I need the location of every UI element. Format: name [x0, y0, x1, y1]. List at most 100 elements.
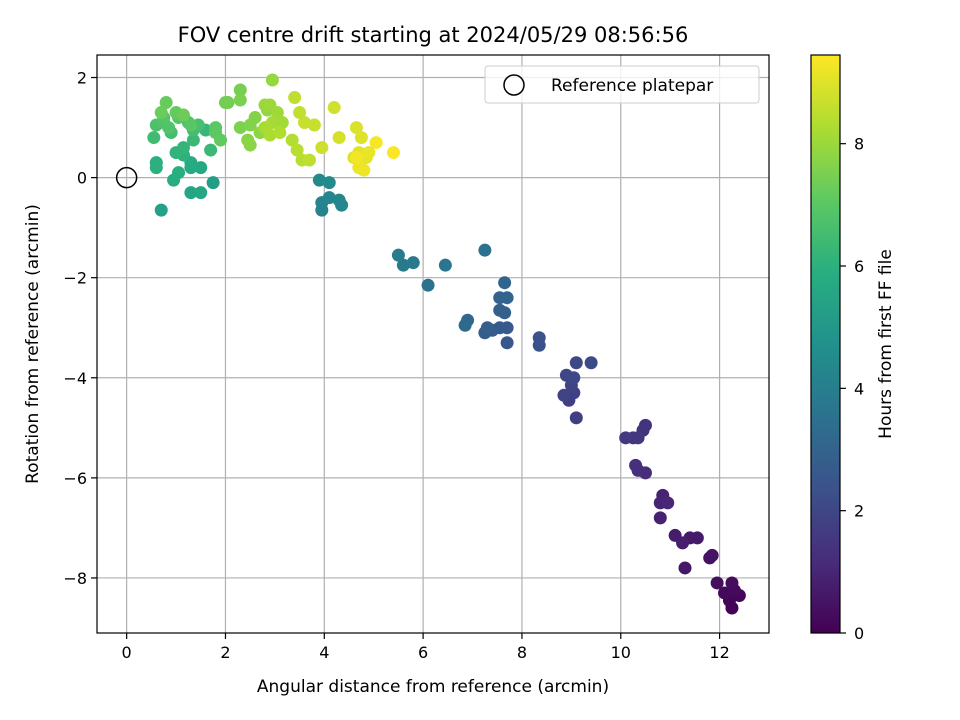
data-point: [386, 146, 400, 160]
legend-entry-reference-platepar: Reference platepar: [551, 76, 713, 96]
x-tick-label: 12: [709, 643, 729, 662]
data-point: [678, 561, 692, 575]
data-point: [354, 131, 368, 145]
data-point: [349, 121, 363, 135]
data-point: [631, 431, 645, 445]
data-point: [275, 116, 289, 130]
data-point: [710, 576, 724, 590]
data-point: [288, 91, 302, 105]
colorbar-tick-label: 4: [854, 379, 864, 398]
x-tick-label: 0: [122, 643, 132, 662]
colorbar: 0 2 4 6 8 Hours from first FF file: [810, 54, 896, 643]
reference-platepar-marker: [115, 166, 138, 189]
data-point: [270, 106, 284, 120]
colorbar-tick-label: 0: [854, 624, 864, 643]
data-point: [307, 118, 321, 132]
data-point: [162, 121, 176, 135]
data-point: [661, 496, 675, 510]
legend-box: [484, 65, 760, 104]
data-point: [154, 106, 168, 120]
data-point: [233, 83, 247, 97]
data-point: [406, 256, 420, 270]
y-tick-label: −8: [63, 569, 87, 588]
legend-marker-reference: [503, 74, 525, 96]
data-point: [176, 141, 190, 155]
x-tick-label: 10: [611, 643, 631, 662]
data-point: [357, 163, 371, 177]
data-points: [147, 73, 746, 615]
colorbar-gradient: [811, 55, 840, 633]
colorbar-frame: [810, 54, 841, 634]
data-point: [619, 431, 633, 445]
data-point: [233, 93, 247, 107]
data-point: [584, 356, 598, 370]
data-point: [362, 146, 376, 160]
data-point: [718, 586, 732, 600]
data-point: [293, 106, 307, 120]
data-point: [243, 138, 257, 152]
data-point: [194, 186, 208, 200]
data-point: [349, 151, 363, 165]
data-point: [653, 511, 667, 525]
data-point: [290, 143, 304, 157]
y-axis-ticks: 2 0 −2 −4 −6 −8: [63, 69, 97, 588]
data-point: [532, 331, 546, 345]
data-point: [569, 411, 583, 425]
data-point: [184, 118, 198, 132]
data-point: [335, 198, 349, 212]
data-point: [500, 336, 514, 350]
data-point: [204, 143, 218, 157]
data-point: [159, 96, 173, 110]
data-point: [315, 141, 329, 155]
x-axis-ticks: 0 2 4 6 8 10 12: [122, 633, 730, 662]
chart-title: FOV centre drift starting at 2024/05/29 …: [178, 23, 689, 47]
y-tick-label: −2: [63, 269, 87, 288]
colorbar-tick-label: 6: [854, 257, 864, 276]
data-point: [312, 173, 326, 187]
y-tick-label: 2: [77, 69, 87, 88]
data-point: [458, 318, 472, 332]
y-axis-label: Rotation from reference (arcmin): [23, 204, 43, 484]
data-point: [327, 101, 341, 115]
data-point: [265, 73, 279, 87]
data-point: [493, 303, 507, 317]
x-axis-label: Angular distance from reference (arcmin): [257, 677, 609, 697]
data-point: [332, 131, 346, 145]
colorbar-ticks: 0 2 4 6 8: [840, 135, 864, 643]
data-point: [569, 356, 583, 370]
colorbar-tick-label: 8: [854, 135, 864, 154]
data-point: [638, 418, 652, 432]
x-tick-label: 4: [319, 643, 329, 662]
legend: Reference platepar: [484, 65, 760, 104]
data-point: [322, 191, 336, 205]
data-point: [172, 166, 186, 180]
data-point: [498, 276, 512, 290]
data-point: [690, 531, 704, 545]
data-point: [322, 176, 336, 190]
data-point: [638, 466, 652, 480]
y-tick-label: −6: [63, 469, 87, 488]
data-point: [263, 128, 277, 142]
data-point: [725, 576, 739, 590]
data-point: [676, 536, 690, 550]
data-point: [147, 131, 161, 145]
data-point: [273, 126, 287, 140]
plot-frame: [96, 54, 770, 634]
data-point: [214, 133, 228, 147]
data-point: [629, 458, 643, 472]
data-point: [298, 116, 312, 130]
data-point: [184, 186, 198, 200]
data-point: [421, 278, 435, 292]
data-point: [248, 111, 262, 125]
y-tick-label: 0: [77, 169, 87, 188]
data-point: [176, 108, 190, 122]
data-point: [194, 161, 208, 175]
data-point: [369, 136, 383, 150]
data-point: [567, 371, 581, 385]
colorbar-tick-label: 2: [854, 502, 864, 521]
data-point: [285, 133, 299, 147]
data-point: [186, 133, 200, 147]
data-point: [302, 153, 316, 167]
data-point: [480, 321, 494, 335]
